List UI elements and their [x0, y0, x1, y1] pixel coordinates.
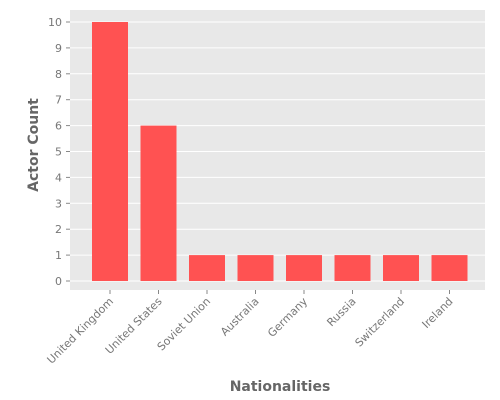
- y-tick-label: 10: [48, 16, 62, 29]
- y-tick-label: 5: [55, 146, 62, 159]
- x-tick-label: Russia: [324, 295, 358, 329]
- x-tick-label: United Kingdom: [44, 295, 116, 367]
- bar-soviet-union: [189, 255, 225, 281]
- y-tick-label: 0: [55, 275, 62, 288]
- bar-australia: [237, 255, 274, 281]
- y-axis-ticks: 0 1 2 3 4 5 6 7 8 9 10: [48, 16, 70, 288]
- y-tick-label: 4: [55, 171, 62, 184]
- bar-united-states: [140, 125, 177, 281]
- bars: [92, 22, 468, 281]
- y-tick-label: 7: [55, 94, 62, 107]
- bar-united-kingdom: [92, 22, 128, 281]
- y-axis-title: Actor Count: [26, 98, 42, 192]
- y-tick-label: 6: [55, 120, 62, 133]
- bar-russia: [334, 255, 371, 281]
- x-tick-label: Australia: [218, 295, 262, 339]
- x-tick-label: Germany: [265, 295, 310, 340]
- y-tick-label: 9: [55, 42, 62, 55]
- y-tick-label: 3: [55, 197, 62, 210]
- bar-switzerland: [383, 255, 419, 281]
- x-tick-label: Ireland: [420, 295, 456, 331]
- bar-germany: [286, 255, 322, 281]
- y-tick-label: 2: [55, 223, 62, 236]
- bar-ireland: [431, 255, 468, 281]
- plot-area: [70, 10, 485, 290]
- x-tick-label: Switzerland: [353, 295, 408, 350]
- gridlines: [70, 21, 485, 282]
- x-axis-title: Nationalities: [230, 379, 331, 395]
- y-tick-label: 8: [55, 68, 62, 81]
- y-tick-label: 1: [55, 249, 62, 262]
